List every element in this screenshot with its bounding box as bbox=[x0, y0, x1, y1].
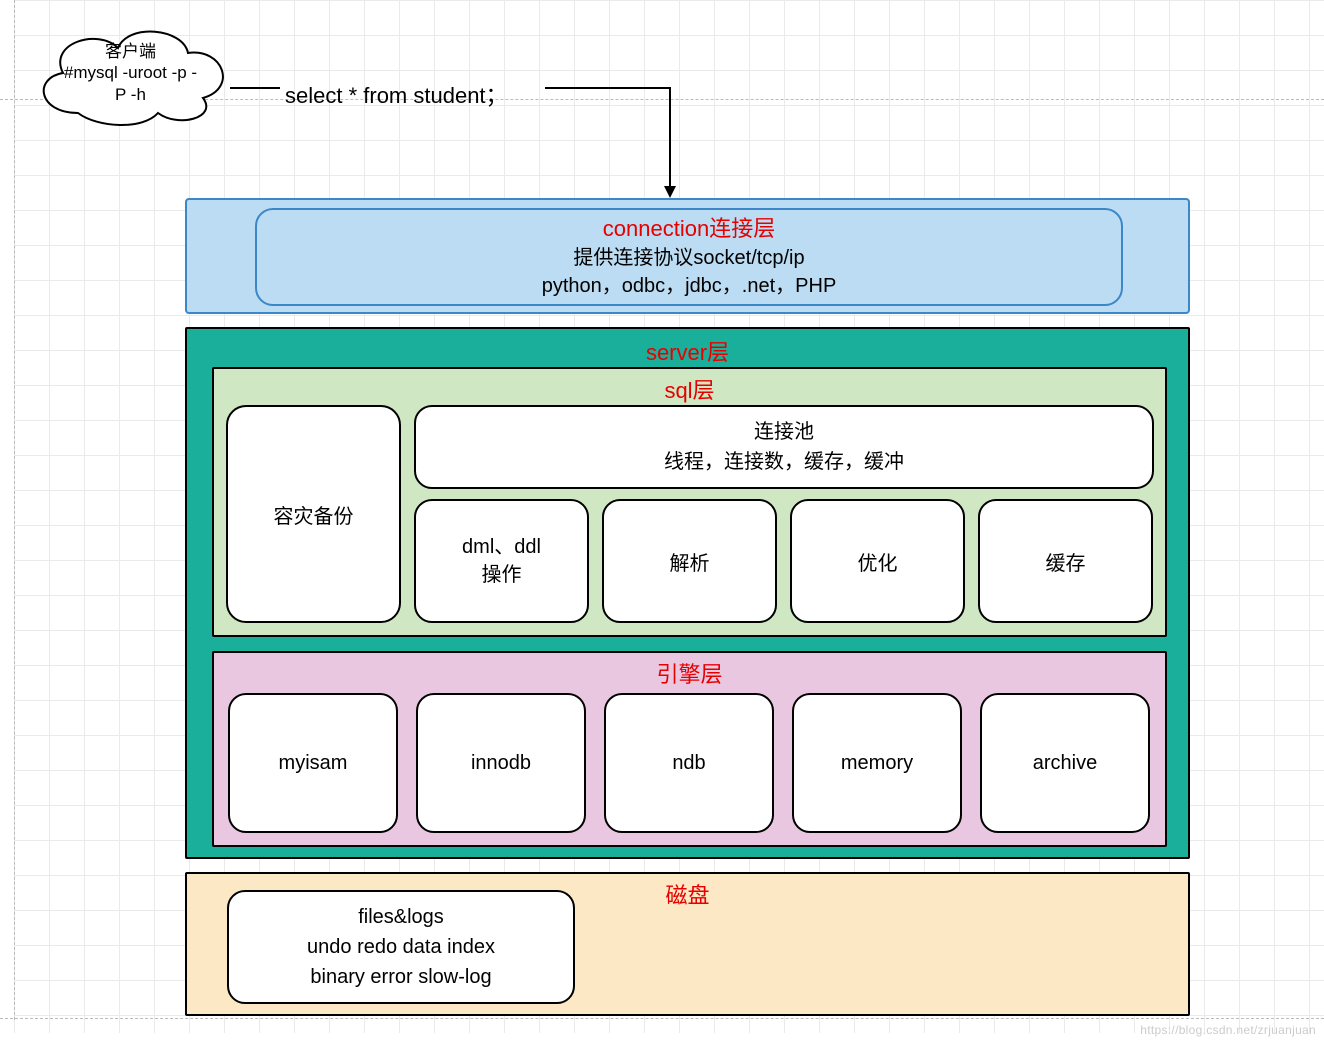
connector-lines bbox=[0, 0, 1324, 1043]
